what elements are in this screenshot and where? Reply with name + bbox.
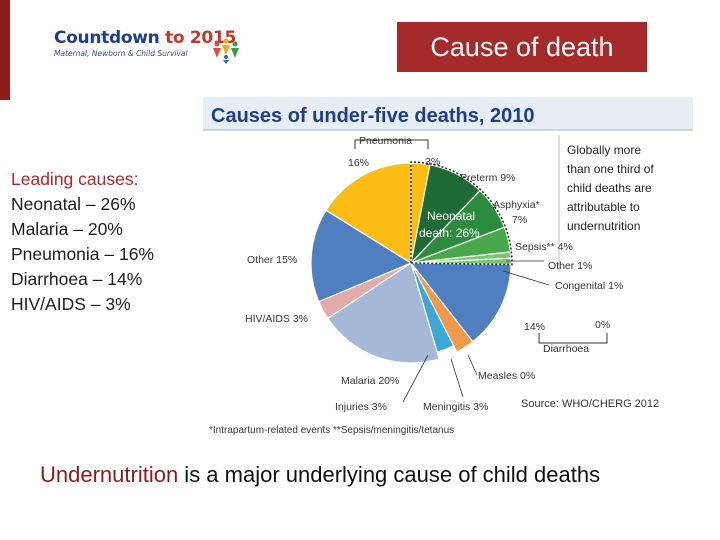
logo-tagline: Maternal, Newborn & Child Survival bbox=[54, 49, 188, 58]
pneumonia-neonatal-pct-label: 3% bbox=[425, 156, 440, 168]
logo-name: Countdown to 2015 bbox=[54, 28, 236, 48]
leading-cause-item: Malaria – 20% bbox=[11, 219, 123, 239]
diarrhoea-label: Diarrhoea bbox=[543, 343, 589, 355]
asphyxia-label: Asphyxia* bbox=[493, 199, 540, 211]
pneumonia-label: Pneumonia bbox=[359, 135, 412, 147]
leading-cause-item: HIV/AIDS – 3% bbox=[11, 294, 131, 314]
side-note: Globally more than one third of child de… bbox=[567, 143, 657, 233]
pie-slice-meningitis bbox=[410, 262, 474, 353]
logo-name-part1: Countdown bbox=[54, 28, 160, 48]
hiv-label: HIV/AIDS 3% bbox=[245, 313, 308, 325]
injuries-leader bbox=[402, 354, 429, 403]
bottom-emphasis: Undernutrition bbox=[40, 462, 179, 487]
pie-slice-other bbox=[310, 209, 413, 303]
other-label: Other 15% bbox=[247, 254, 297, 266]
side-note-line: than one third of bbox=[567, 162, 654, 176]
leading-cause-item: Pneumonia – 16% bbox=[11, 244, 155, 264]
bottom-statement: Undernutrition is a major underlying cau… bbox=[40, 460, 680, 490]
diarrhoea-pct-label: 14% bbox=[524, 321, 545, 333]
leading-causes-list: Leading causes: Neonatal – 26% Malaria –… bbox=[11, 167, 154, 317]
pneumonia-pct-label: 16% bbox=[348, 157, 369, 169]
diarrhoea-bracket bbox=[538, 333, 608, 344]
source-label: Source: WHO/CHERG 2012 bbox=[521, 398, 659, 410]
pie-chart bbox=[310, 162, 512, 364]
measles-label: Measles 0% bbox=[478, 370, 535, 382]
congenital-label: Congenital 1% bbox=[555, 280, 623, 292]
measles-leader bbox=[467, 354, 478, 376]
neonatal-label-line1: Neonatal bbox=[427, 209, 475, 223]
bottom-rest: is a major underlying cause of child dea… bbox=[178, 462, 601, 487]
people-figures-icon bbox=[213, 38, 239, 64]
sepsis-label: Sepsis** 4% bbox=[515, 241, 573, 253]
pie-slice-pneumonia bbox=[325, 162, 412, 265]
figure-title: Causes of under-five deaths, 2010 bbox=[211, 105, 534, 127]
congenital-leader bbox=[502, 270, 550, 286]
malaria-label: Malaria 20% bbox=[341, 375, 399, 387]
side-note-line: undernutrition bbox=[567, 219, 640, 233]
figure-title-band bbox=[203, 97, 693, 130]
leading-cause-item: Diarrhoea – 14% bbox=[11, 269, 143, 289]
slide-title: Cause of death bbox=[397, 22, 647, 72]
meningitis-leader bbox=[450, 358, 464, 398]
left-accent-bar bbox=[0, 0, 10, 100]
under-five-deaths-figure: Causes of under-five deaths, 2010 Global… bbox=[203, 97, 693, 440]
figure-footnote: *Intrapartum-related events **Sepsis/men… bbox=[209, 425, 454, 436]
pneumonia-bracket bbox=[354, 139, 429, 149]
side-note-line: attributable to bbox=[567, 200, 640, 214]
pie-slice-diarrhoea bbox=[409, 262, 512, 343]
neonatal-group-outline bbox=[410, 161, 513, 266]
leading-causes-heading: Leading causes: bbox=[11, 169, 139, 189]
meningitis-label: Meningitis 3% bbox=[423, 401, 488, 413]
diarrhoea-neonatal-pct-label: 0% bbox=[595, 319, 610, 331]
side-note-line: Globally more bbox=[567, 143, 641, 157]
countdown-logo: Countdown to 2015 Maternal, Newborn & Ch… bbox=[54, 28, 239, 64]
neonatal-label-line2: death: 26% bbox=[419, 226, 480, 240]
side-note-line: child deaths are bbox=[567, 181, 652, 195]
asphyxia-pct-label: 7% bbox=[512, 214, 527, 226]
injuries-label: Injuries 3% bbox=[335, 401, 387, 413]
leading-cause-item: Neonatal – 26% bbox=[11, 194, 136, 214]
pie-slice-malaria bbox=[326, 262, 440, 364]
other-neonatal-label: Other 1% bbox=[548, 260, 592, 272]
preterm-label: Preterm 9% bbox=[460, 172, 515, 184]
